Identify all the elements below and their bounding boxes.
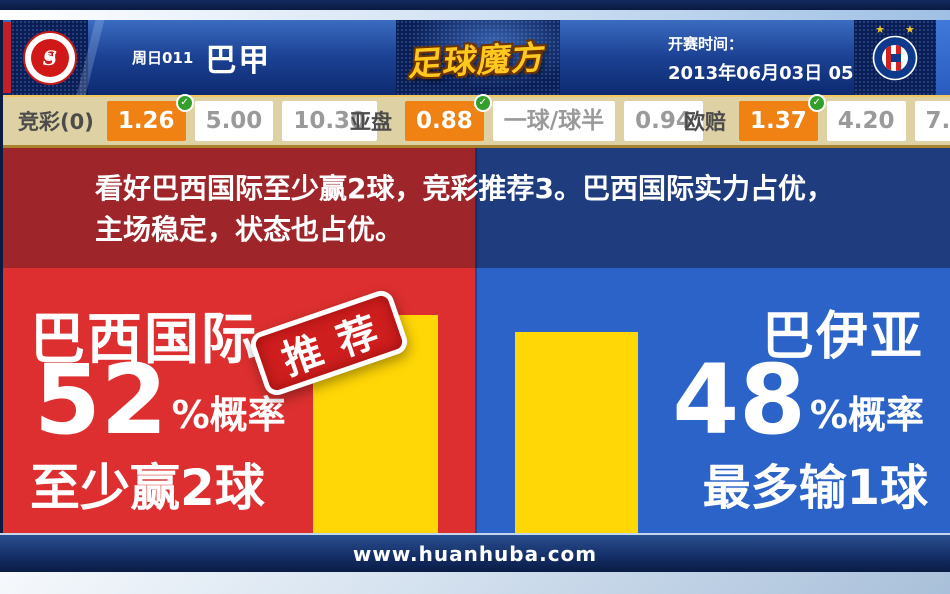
analysis-banner: 看好巴西国际至少赢2球，竞彩推荐3。巴西国际实力占优，主场稳定，状态也占优。: [95, 172, 834, 246]
bottom-light-strip: [0, 572, 950, 594]
check-icon: ✓: [473, 94, 492, 112]
kickoff-panel: 开赛时间： 2013年06月03日 05:30: [668, 33, 886, 85]
star-icon: ★: [905, 23, 915, 36]
match-info: 周日011 巴甲: [132, 20, 271, 95]
away-stars: ★ ★: [875, 24, 915, 35]
bahia-crest-icon: [872, 35, 918, 81]
home-probability-value: 52: [34, 344, 168, 456]
right-probability-bar: [515, 332, 638, 533]
odds-cell[interactable]: 5.00: [194, 101, 274, 141]
header: S CI 周日011 巴甲 足球魔方 开赛时间： 2013年06月03日 05:…: [0, 20, 950, 95]
away-probability: 48 %概率: [672, 344, 924, 456]
svg-text:S: S: [42, 46, 56, 70]
away-probability-suffix: %概率: [809, 393, 924, 437]
red-accent-stripe: [3, 22, 11, 93]
odds-value: 1.26: [117, 108, 175, 134]
away-outcome: 最多输1球: [702, 460, 928, 516]
odds-cell[interactable]: 10.30: [282, 101, 378, 141]
right-blue-strip: [936, 20, 950, 95]
top-dark-strip: [0, 0, 950, 10]
odds-bar: 竞彩(0) 1.26 ✓ 5.00 10.30 亚盘 0.88 ✓ 一球/球半 …: [0, 94, 950, 148]
odds-cell-handicap[interactable]: 一球/球半: [492, 101, 616, 141]
site-url-link[interactable]: www.huanhuba.com: [352, 541, 598, 566]
left-edge-border: [0, 20, 3, 533]
odds-value: 0.88: [416, 108, 473, 134]
odds-group-oupei: 欧赔 1.37 ✓ 4.20 7.57: [684, 94, 950, 145]
league-name: 巴甲: [205, 43, 272, 79]
away-probability-value: 48: [672, 344, 806, 456]
check-icon: ✓: [175, 94, 194, 112]
home-team-name: 巴西国际: [30, 307, 259, 371]
away-team-name: 巴伊亚: [761, 307, 924, 367]
kickoff-label: 开赛时间：: [668, 35, 744, 53]
home-probability-suffix: %概率: [171, 393, 286, 437]
odds-cell[interactable]: 7.57: [914, 101, 950, 141]
odds-group-yapan: 亚盘 0.88 ✓ 一球/球半 0.94: [350, 94, 703, 145]
home-outcome: 至少赢2球: [30, 459, 265, 517]
top-light-strip: [0, 10, 950, 20]
odds-cell-selected[interactable]: 0.88 ✓: [405, 94, 492, 141]
banner-bg-right: [476, 148, 950, 268]
main-area: 看好巴西国际至少赢2球，竞彩推荐3。巴西国际实力占优，主场稳定，状态也占优。 巴…: [0, 20, 950, 533]
home-team-logo: S CI: [11, 20, 88, 95]
kickoff-datetime: 2013年06月03日 05:30: [668, 63, 886, 84]
match-code: 周日011: [132, 49, 194, 67]
odds-group-jingcai: 竞彩(0) 1.26 ✓ 5.00 10.30: [18, 94, 378, 145]
odds-cell-selected[interactable]: 1.37 ✓: [739, 94, 826, 141]
check-icon: ✓: [807, 94, 826, 112]
star-icon: ★: [875, 23, 885, 36]
odds-label: 欧赔: [684, 110, 726, 134]
footer: www.huanhuba.com: [0, 533, 950, 572]
odds-cell-selected[interactable]: 1.26 ✓: [106, 94, 194, 141]
odds-label: 竞彩(0): [18, 110, 94, 134]
odds-cell[interactable]: 0.94: [624, 101, 703, 141]
odds-label: 亚盘: [350, 110, 392, 134]
banner-bg-left: [0, 148, 476, 268]
brand-panel: 足球魔方: [396, 20, 560, 95]
odds-cell[interactable]: 4.20: [826, 101, 906, 141]
svg-text:CI: CI: [43, 51, 55, 64]
odds-value: 1.37: [750, 108, 807, 134]
brand-logo: 足球魔方: [407, 36, 549, 84]
home-probability: 52 %概率: [34, 344, 286, 456]
internacional-crest-icon: S CI: [22, 30, 77, 85]
center-divider: [475, 148, 477, 533]
away-team-logo: ★ ★: [854, 20, 936, 95]
